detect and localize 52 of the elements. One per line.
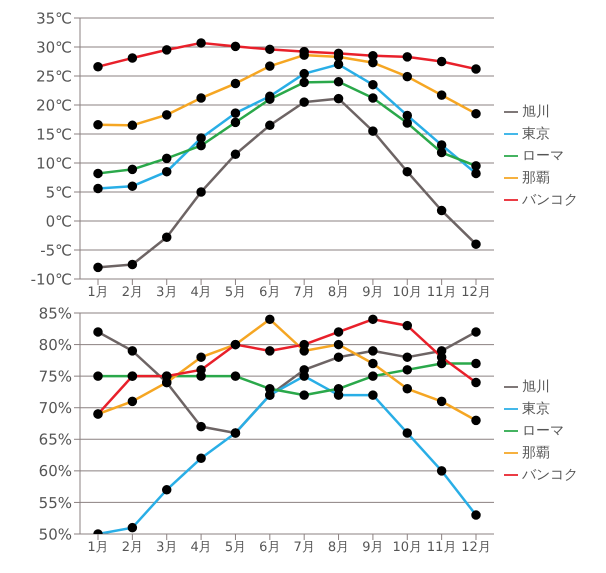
legend-label: ローマ [522, 148, 564, 164]
legend-label: 旭川 [522, 378, 550, 394]
legend-label: ローマ [522, 422, 564, 438]
x-tick-label: 4月 [190, 540, 212, 556]
x-tick-label: 5月 [224, 285, 246, 300]
y-tick-label: 70% [38, 399, 72, 418]
y-tick-label: 35℃ [36, 9, 72, 28]
legend-label: バンコク [522, 466, 578, 482]
x-tick-label: 8月 [328, 285, 350, 300]
x-tick-label: 8月 [328, 540, 350, 556]
legend-label: 旭川 [522, 104, 550, 120]
x-tick-label: 7月 [294, 285, 315, 300]
y-tick-label: 5℃ [46, 183, 72, 202]
legend-label: バンコク [522, 192, 578, 208]
y-tick-label: 30℃ [36, 38, 72, 56]
x-tick-label: 9月 [362, 540, 384, 556]
x-tick-label: 6月 [259, 540, 280, 556]
x-tick-label: 2月 [122, 540, 144, 556]
y-tick-label: 85% [38, 304, 72, 322]
x-tick-label: 12月 [461, 540, 491, 556]
x-tick-label: 4月 [190, 285, 212, 300]
y-tick-label: -10℃ [30, 270, 72, 288]
y-tick-label: 75% [38, 367, 72, 386]
x-tick-label: 11月 [426, 540, 456, 556]
y-tick-label: 10℃ [36, 154, 72, 172]
y-tick-label: -5℃ [40, 241, 72, 260]
y-tick-label: 20℃ [36, 96, 72, 114]
y-tick-label: 25℃ [36, 67, 72, 86]
x-tick-label: 10月 [392, 540, 422, 556]
x-tick-label: 11月 [426, 285, 456, 300]
y-tick-label: 50% [38, 525, 72, 544]
legend-label: 那覇 [522, 170, 550, 186]
x-tick-label: 10月 [392, 285, 422, 300]
x-tick-label: 12月 [461, 285, 491, 300]
x-tick-label: 3月 [156, 540, 178, 556]
legend-label: 東京 [522, 400, 550, 416]
legend-label: 東京 [522, 126, 550, 142]
x-tick-label: 3月 [156, 285, 178, 300]
y-tick-label: 65% [38, 430, 72, 449]
y-tick-label: 80% [38, 336, 72, 354]
x-tick-label: 7月 [294, 540, 315, 556]
x-tick-label: 9月 [362, 285, 384, 300]
y-tick-label: 60% [38, 462, 72, 480]
x-tick-label: 1月 [87, 540, 109, 556]
y-tick-label: 55% [38, 494, 72, 512]
y-tick-label: 0℃ [46, 212, 72, 230]
y-tick-label: 15℃ [36, 125, 72, 144]
x-tick-label: 6月 [259, 285, 280, 300]
x-tick-label: 1月 [87, 285, 109, 300]
legend-label: 那覇 [522, 444, 550, 460]
x-tick-label: 5月 [224, 540, 246, 556]
x-tick-label: 2月 [122, 285, 144, 300]
